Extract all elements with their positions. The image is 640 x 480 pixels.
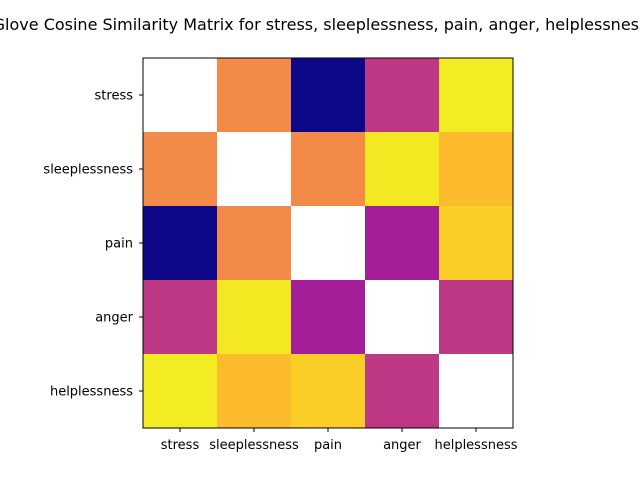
heatmap-cell-helplessness-pain [291, 354, 365, 428]
heatmap-cell-stress-helplessness [439, 58, 513, 132]
heatmap-cell-sleeplessness-helplessness [439, 132, 513, 206]
heatmap-cell-helplessness-anger [365, 354, 439, 428]
y-tick-label: pain [105, 237, 133, 252]
x-tick-label: stress [161, 438, 200, 453]
heatmap-cell-pain-anger [365, 206, 439, 280]
y-tick-label: helplessness [50, 385, 133, 400]
heatmap-cell-pain-helplessness [439, 206, 513, 280]
heatmap-cell-helplessness-sleeplessness [217, 354, 291, 428]
heatmap-cell-anger-helplessness [439, 280, 513, 354]
y-axis: stress sleeplessness pain anger helplessness [43, 89, 143, 400]
heatmap-cell-stress-pain [291, 58, 365, 132]
x-tick-label: sleeplessness [209, 438, 299, 453]
heatmap-cell-pain-pain [291, 206, 365, 280]
heatmap-cell-sleeplessness-pain [291, 132, 365, 206]
x-axis: stress sleeplessness pain anger helplessness [161, 428, 518, 453]
heatmap-cell-stress-stress [143, 58, 217, 132]
heatmap-cell-helplessness-stress [143, 354, 217, 428]
heatmap-cell-pain-sleeplessness [217, 206, 291, 280]
heatmap-cell-stress-sleeplessness [217, 58, 291, 132]
y-tick-label: sleeplessness [43, 163, 133, 178]
chart-title: Glove Cosine Similarity Matrix for stres… [0, 15, 640, 34]
heatmap-cell-stress-anger [365, 58, 439, 132]
heatmap-cell-sleeplessness-sleeplessness [217, 132, 291, 206]
heatmap-cell-anger-stress [143, 280, 217, 354]
heatmap-cell-anger-pain [291, 280, 365, 354]
heatmap-cell-anger-anger [365, 280, 439, 354]
y-tick-label: anger [95, 311, 133, 326]
x-tick-label: anger [383, 438, 421, 453]
heatmap-cell-pain-stress [143, 206, 217, 280]
heatmap-cell-sleeplessness-stress [143, 132, 217, 206]
heatmap-cell-anger-sleeplessness [217, 280, 291, 354]
x-tick-label: pain [314, 438, 342, 453]
heatmap-cells [143, 58, 513, 428]
x-tick-label: helplessness [434, 438, 517, 453]
heatmap-cell-helplessness-helplessness [439, 354, 513, 428]
heatmap-cell-sleeplessness-anger [365, 132, 439, 206]
y-tick-label: stress [95, 89, 134, 104]
